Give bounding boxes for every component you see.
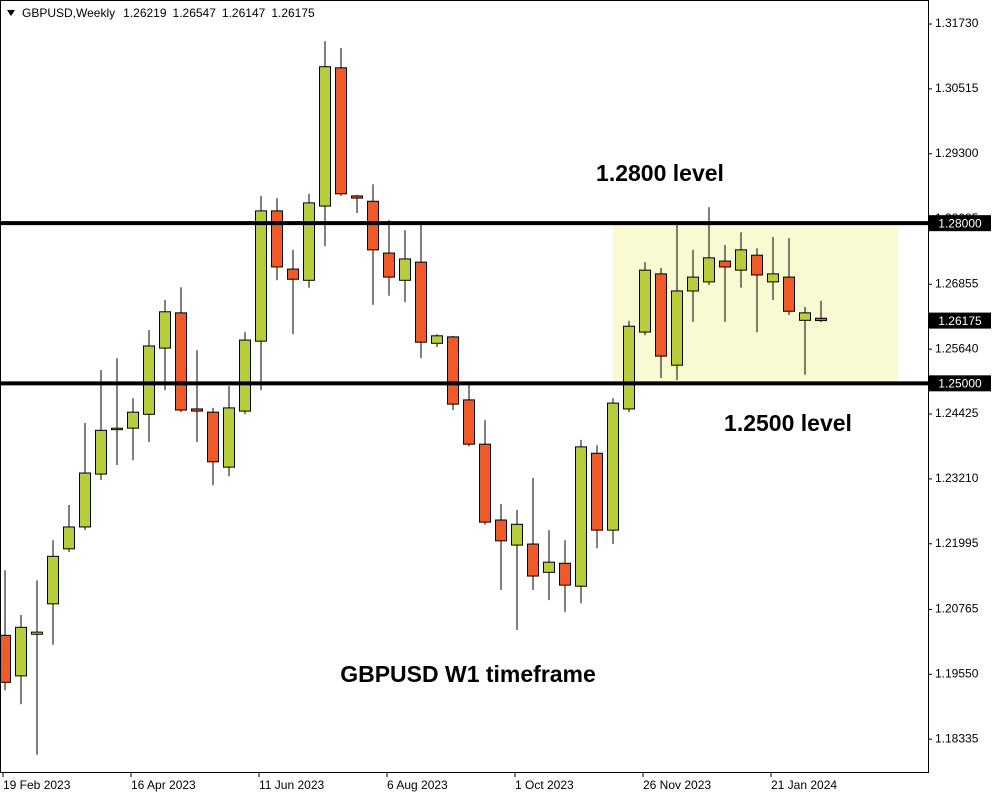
candle-body (447, 336, 459, 405)
x-tick-label: 6 Aug 2023 (387, 778, 448, 792)
y-tick-label: 1.30515 (935, 81, 979, 95)
price-label: 1.26175 (938, 314, 982, 328)
y-tick-label: 1.24425 (935, 406, 979, 420)
candle-body (639, 269, 651, 333)
y-tick-label: 1.21995 (935, 536, 979, 550)
candle-body (607, 402, 619, 531)
candle-body (383, 252, 395, 278)
y-tick-label: 1.26855 (935, 276, 979, 290)
candle-body (335, 67, 347, 195)
candle-body (703, 257, 715, 283)
menu-triangle (7, 10, 15, 16)
candle-body (591, 452, 603, 531)
level-label: 1.28000 (938, 216, 982, 230)
candle-body (815, 317, 827, 322)
candle-body (463, 399, 475, 445)
price-box (929, 312, 991, 329)
candle-body (271, 210, 283, 268)
y-tick-label: 1.29300 (935, 146, 979, 160)
candle-body (95, 429, 107, 475)
x-tick-label: 11 Jun 2023 (259, 778, 324, 792)
header: GBPUSD,Weekly 1.26219 1.26547 1.26147 1.2617… (22, 6, 315, 20)
plot-area (0, 41, 898, 755)
candle-body (751, 254, 763, 276)
candle-body (239, 339, 251, 412)
candle-body (367, 200, 379, 251)
candle-body (143, 345, 155, 415)
candle-body (415, 261, 427, 343)
x-tick-label: 26 Nov 2023 (643, 778, 711, 792)
candle-body (655, 273, 667, 357)
y-tick-label: 1.31730 (935, 16, 979, 30)
candle-body (543, 561, 555, 573)
symbol: GBPUSD,Weekly (22, 6, 115, 20)
high-value: 1.26547 (173, 6, 217, 20)
candle-body (287, 268, 299, 280)
candle-body (527, 543, 539, 577)
candle-body (575, 446, 587, 587)
candle-body (767, 273, 779, 283)
candle-body (735, 249, 747, 271)
plot-border (0, 0, 929, 773)
level-label: 1.25000 (938, 377, 982, 391)
candle-body (47, 555, 59, 605)
candle-body (431, 335, 443, 344)
candle-body (31, 631, 43, 635)
y-tick-label: 1.25640 (935, 341, 979, 355)
y-tick-label: 1.20765 (935, 602, 979, 616)
candle-body (671, 290, 683, 366)
candle-body (623, 325, 635, 410)
annotation: GBPUSD W1 timeframe (340, 661, 596, 687)
candle-body (719, 260, 731, 268)
candle-body (223, 407, 235, 468)
candle-body (351, 195, 363, 199)
candle-body (479, 443, 491, 523)
x-tick-label: 1 Oct 2023 (515, 778, 574, 792)
candle-body (799, 312, 811, 321)
candle-body (319, 66, 331, 207)
candle-body (63, 526, 75, 550)
candle-body (511, 523, 523, 546)
candle-body (0, 634, 11, 683)
low-value: 1.26147 (222, 6, 266, 20)
y-tick-label: 1.19550 (935, 666, 979, 680)
level-box (929, 215, 991, 232)
candle-body (175, 312, 187, 411)
candle-body (495, 519, 507, 542)
candle-body (559, 562, 571, 586)
candle-body (687, 276, 699, 292)
x-tick-label: 16 Apr 2023 (131, 778, 196, 792)
candle-body (255, 210, 267, 342)
candle-body (79, 472, 91, 528)
y-tick-label: 1.18335 (935, 731, 979, 745)
y-tick-label: 1.23210 (935, 471, 979, 485)
candle-body (127, 411, 139, 429)
annotation: 1.2800 level (596, 160, 724, 186)
x-tick-label: 21 Jan 2024 (771, 778, 837, 792)
annotation: 1.2500 level (724, 410, 852, 436)
candle-body (191, 408, 203, 412)
level-box (929, 375, 991, 392)
candle-body (15, 626, 27, 677)
x-tick-label: 19 Feb 2023 (3, 778, 71, 792)
close-value: 1.26175 (271, 6, 315, 20)
candle-body (399, 258, 411, 281)
candle-body (783, 276, 795, 312)
open-value: 1.26219 (123, 6, 167, 20)
candle-body (159, 311, 171, 349)
candle-body (207, 411, 219, 463)
candle-body (111, 427, 123, 431)
candle-body (303, 202, 315, 281)
